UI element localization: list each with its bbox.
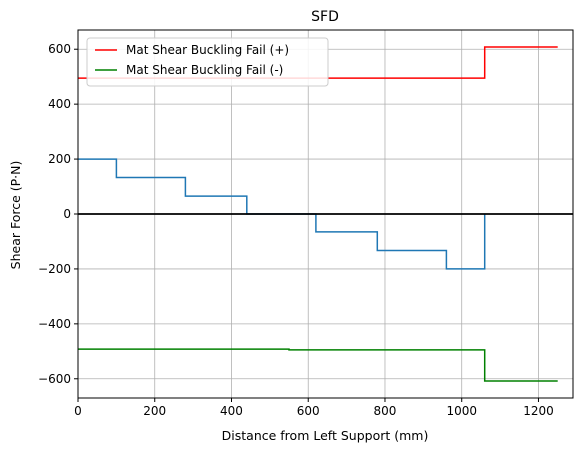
legend-label: Mat Shear Buckling Fail (+) bbox=[126, 43, 289, 57]
y-tick-label: 200 bbox=[48, 152, 71, 166]
y-tick-label: −600 bbox=[38, 372, 71, 386]
y-axis-label: Shear Force (P·N) bbox=[8, 161, 23, 270]
x-axis-label: Distance from Left Support (mm) bbox=[222, 428, 429, 443]
x-tick-label: 0 bbox=[74, 404, 82, 418]
series-line-1 bbox=[78, 349, 558, 381]
y-tick-label: 0 bbox=[63, 207, 71, 221]
legend-label: Mat Shear Buckling Fail (-) bbox=[126, 63, 283, 77]
x-tick-label: 1000 bbox=[446, 404, 477, 418]
x-tick-label: 600 bbox=[297, 404, 320, 418]
series-layer bbox=[78, 47, 573, 381]
x-tick-label: 400 bbox=[220, 404, 243, 418]
y-tick-label: 600 bbox=[48, 42, 71, 56]
x-tick-label: 800 bbox=[374, 404, 397, 418]
y-tick-label: −200 bbox=[38, 262, 71, 276]
legend: Mat Shear Buckling Fail (+) Mat Shear Buc… bbox=[87, 38, 328, 86]
x-tick-label: 1200 bbox=[523, 404, 554, 418]
axis-ticks: 0 200 400 600 800 1000 1200 −600 −400 −200 0 200 400… bbox=[38, 42, 554, 418]
x-tick-label: 200 bbox=[143, 404, 166, 418]
y-tick-label: 400 bbox=[48, 97, 71, 111]
y-tick-label: −400 bbox=[38, 317, 71, 331]
chart-title: SFD bbox=[311, 9, 339, 25]
